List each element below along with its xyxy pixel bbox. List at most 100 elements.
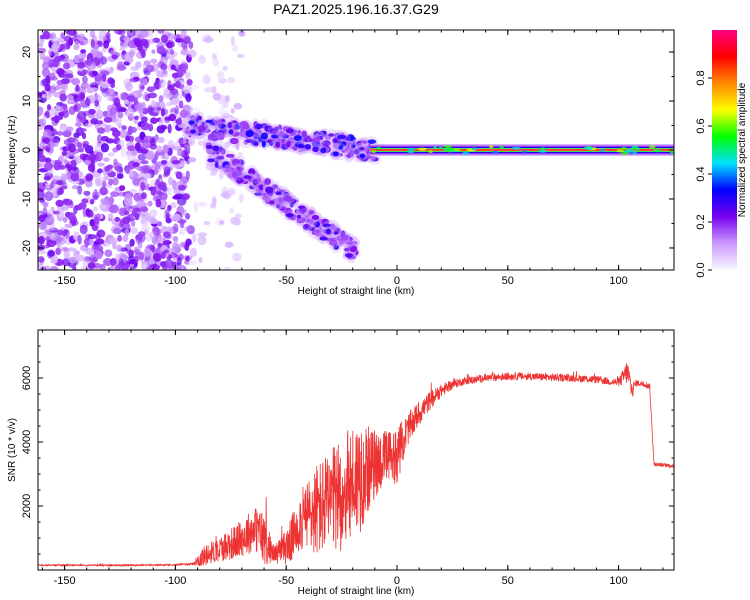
- spectrogram-cell: [94, 250, 103, 260]
- spectrogram-cell: [142, 78, 148, 86]
- spectrogram-cell: [147, 200, 153, 207]
- spectrogram-cell: [88, 153, 97, 162]
- spectrogram-cell: [142, 142, 148, 149]
- spectrogram-cell: [222, 102, 229, 108]
- spectrogram-cell: [61, 185, 68, 190]
- spectrogram-cell: [160, 108, 166, 117]
- spectrogram-cell: [55, 104, 61, 111]
- colorbar-scale: [712, 30, 737, 270]
- spectrogram-cell: [63, 250, 71, 260]
- spectrogram-cell: [38, 250, 47, 255]
- spectrogram-cell: [633, 147, 640, 151]
- spectrogram-cell: [180, 208, 187, 216]
- spectrogram-cell: [44, 162, 53, 171]
- spectrogram-cell: [235, 167, 241, 172]
- spectrogram-cell: [101, 200, 112, 206]
- spectrogram-cell: [172, 236, 179, 242]
- spectrogram-cell: [181, 194, 190, 201]
- spectrogram-cell: [156, 46, 166, 55]
- spectrogram-cell: [123, 35, 129, 43]
- spectrogram-cell: [73, 54, 81, 64]
- spectrogram-cell: [45, 110, 50, 117]
- spectrogram-cell: [65, 30, 71, 35]
- spectrogram-cell: [185, 170, 190, 181]
- spectrogram-cell: [61, 150, 67, 156]
- spectrogram-cell: [51, 83, 57, 91]
- spectrogram-cell: [301, 130, 307, 138]
- spectrogram-cell: [42, 128, 53, 138]
- spectrogram-cell: [110, 191, 119, 198]
- spectrogram-cell: [38, 160, 46, 167]
- spectrogram-cell: [172, 242, 178, 250]
- spectrogram-cell: [65, 73, 74, 79]
- spectrogram-cell: [42, 202, 49, 208]
- spectrogram-cell: [230, 124, 237, 131]
- spectrogram-cell: [39, 51, 46, 61]
- spectrogram-cell: [158, 78, 166, 89]
- spectrogram-cell: [143, 247, 151, 257]
- spectrogram-cell: [180, 48, 189, 56]
- spectrogram-cell: [96, 229, 106, 238]
- spectrogram-cell: [87, 58, 92, 67]
- spectrogram-cell: [344, 253, 354, 258]
- spectrogram-cell: [293, 135, 302, 141]
- spectrogram-cell: [128, 259, 136, 265]
- spectrogram-cell: [98, 35, 108, 42]
- spectrogram-cell: [45, 147, 51, 152]
- spectrogram-cell: [62, 103, 68, 110]
- spectrogram-cell: [631, 145, 639, 149]
- spectrogram-cell: [138, 30, 149, 38]
- snr-panel: -150 -100 -50 0 50 100 2000 4000 6000 Height of …: [7, 329, 675, 597]
- spectrogram-cell: [123, 196, 133, 207]
- spectrogram-cell: [134, 61, 142, 69]
- spectrogram-cell: [127, 125, 133, 136]
- spectrogram-cell: [117, 111, 124, 119]
- spectrogram-cell: [159, 261, 167, 268]
- spectrogram-cell: [266, 139, 273, 143]
- spectrogram-cell: [492, 150, 499, 154]
- spectrogram-cell: [160, 251, 166, 259]
- x-tick-label: -50: [278, 575, 294, 587]
- spectrogram-cell: [78, 57, 85, 63]
- spectrogram-cell: [119, 129, 127, 139]
- spectrogram-cell: [96, 127, 106, 134]
- spectrogram-cell: [218, 170, 224, 180]
- spectrogram-cell: [157, 30, 165, 34]
- spectrogram-cell: [87, 163, 96, 173]
- spectrogram-cell: [178, 100, 184, 109]
- spectrogram-cell: [71, 77, 81, 86]
- spectrogram-cell: [85, 97, 91, 106]
- spectrogram-cell: [119, 92, 128, 101]
- spectrogram-cell: [86, 209, 94, 218]
- spectrogram-cell: [140, 116, 148, 123]
- spectrogram-cell: [433, 146, 438, 149]
- spectrogram-cell: [143, 60, 151, 66]
- spectrogram-cell: [112, 227, 121, 234]
- spectrogram-cell: [337, 134, 347, 140]
- spectrogram-cell: [140, 49, 146, 59]
- spectrogram-cell: [600, 149, 605, 152]
- spectrogram-cell: [212, 57, 219, 67]
- spectrogram-cell: [185, 212, 191, 220]
- spectrogram-cell: [148, 38, 156, 45]
- spectrogram-cell: [186, 78, 193, 86]
- x-tick-label: 50: [502, 575, 514, 587]
- y-tick-label: -20: [21, 240, 33, 256]
- spectrogram-cell: [188, 260, 198, 266]
- spectrogram-cell: [285, 213, 294, 218]
- spectrogram-cell: [87, 234, 97, 240]
- colorbar-tick-label: 0.0: [695, 262, 707, 277]
- spectrogram-cell: [165, 101, 173, 107]
- spectrogram-cell: [95, 151, 103, 162]
- spectrogram-cell: [91, 70, 98, 77]
- snr-axes: -150 -100 -50 0 50 100 2000 4000 6000: [21, 330, 674, 587]
- spectrogram-cell: [38, 214, 46, 223]
- spectrogram-cell: [49, 182, 55, 189]
- spectrogram-cell: [41, 93, 47, 99]
- spectrogram-cell: [187, 157, 197, 163]
- spectrogram-cell: [133, 76, 140, 81]
- spectrogram-cell: [177, 264, 185, 270]
- spectrogram-cell: [123, 60, 130, 66]
- spectrogram-cell: [99, 263, 106, 270]
